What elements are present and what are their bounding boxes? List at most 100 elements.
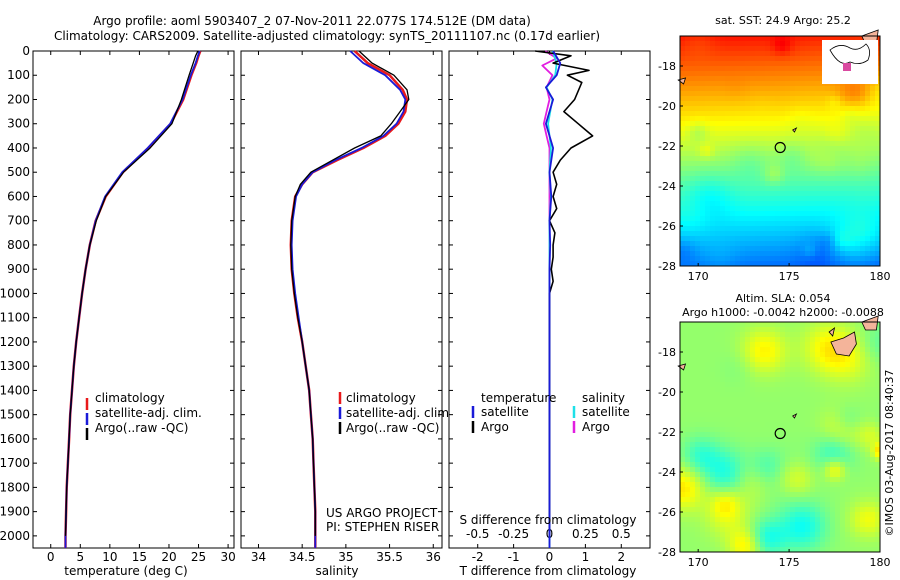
- heatmap-cell: [710, 497, 716, 503]
- heatmap-cell: [765, 487, 771, 493]
- heatmap-cell: [710, 477, 716, 483]
- heatmap-cell: [795, 161, 801, 167]
- heatmap-cell: [695, 432, 701, 438]
- heatmap-cell: [830, 547, 836, 553]
- heatmap-cell: [765, 171, 771, 177]
- heatmap-cell: [695, 206, 701, 212]
- heatmap-cell: [730, 261, 736, 267]
- heatmap-cell: [830, 246, 836, 252]
- heatmap-cell: [815, 547, 821, 553]
- heatmap-cell: [780, 372, 786, 378]
- heatmap-cell: [695, 542, 701, 548]
- heatmap-cell: [720, 407, 726, 413]
- heatmap-cell: [740, 422, 746, 428]
- heatmap-cell: [850, 522, 856, 528]
- heatmap-cell: [740, 106, 746, 112]
- heatmap-cell: [755, 91, 761, 97]
- heatmap-cell: [800, 226, 806, 232]
- heatmap-cell: [820, 151, 826, 157]
- heatmap-cell: [835, 547, 841, 553]
- heatmap-cell: [775, 46, 781, 52]
- heatmap-cell: [875, 101, 881, 107]
- heatmap-cell: [695, 186, 701, 192]
- heatmap-cell: [730, 121, 736, 127]
- heatmap-cell: [730, 221, 736, 227]
- heatmap-cell: [750, 362, 756, 368]
- heatmap-cell: [750, 342, 756, 348]
- heatmap-cell: [775, 51, 781, 57]
- heatmap-cell: [835, 457, 841, 463]
- heatmap-cell: [800, 417, 806, 423]
- heatmap-cell: [700, 106, 706, 112]
- heatmap-cell: [690, 191, 696, 197]
- heatmap-cell: [760, 161, 766, 167]
- heatmap-cell: [810, 261, 816, 267]
- heatmap-cell: [710, 417, 716, 423]
- map-y-tick-label: -24: [658, 466, 676, 479]
- heatmap-cell: [820, 121, 826, 127]
- heatmap-cell: [805, 362, 811, 368]
- heatmap-cell: [785, 392, 791, 398]
- heatmap-cell: [815, 477, 821, 483]
- heatmap-cell: [825, 161, 831, 167]
- heatmap-cell: [815, 342, 821, 348]
- heatmap-cell: [730, 41, 736, 47]
- heatmap-cell: [845, 332, 851, 338]
- heatmap-cell: [820, 467, 826, 473]
- heatmap-cell: [810, 226, 816, 232]
- heatmap-cell: [775, 121, 781, 127]
- heatmap-cell: [680, 407, 686, 413]
- heatmap-cell: [750, 412, 756, 418]
- heatmap-cell: [680, 487, 686, 493]
- title-line-2: Climatology: CARS2009. Satellite-adjuste…: [54, 29, 600, 43]
- heatmap-cell: [775, 327, 781, 333]
- heatmap-cell: [705, 216, 711, 222]
- heatmap-cell: [795, 191, 801, 197]
- heatmap-cell: [765, 342, 771, 348]
- heatmap-cell: [820, 427, 826, 433]
- heatmap-cell: [735, 367, 741, 373]
- heatmap-cell: [810, 452, 816, 458]
- heatmap-cell: [755, 46, 761, 52]
- heatmap-cell: [835, 407, 841, 413]
- map-x-tick-label: 175: [779, 270, 800, 283]
- heatmap-cell: [685, 337, 691, 343]
- heatmap-cell: [715, 537, 721, 543]
- heatmap-cell: [695, 131, 701, 137]
- heatmap-cell: [875, 36, 881, 42]
- heatmap-cell: [740, 497, 746, 503]
- heatmap-cell: [850, 377, 856, 383]
- heatmap-cell: [700, 121, 706, 127]
- heatmap-cell: [725, 507, 731, 513]
- heatmap-cell: [800, 151, 806, 157]
- heatmap-cell: [685, 412, 691, 418]
- heatmap-cell: [800, 427, 806, 433]
- heatmap-cell: [850, 151, 856, 157]
- heatmap-cell: [840, 447, 846, 453]
- heatmap-cell: [850, 357, 856, 363]
- heatmap-cell: [760, 226, 766, 232]
- heatmap-cell: [755, 432, 761, 438]
- heatmap-cell: [795, 126, 801, 132]
- heatmap-cell: [825, 337, 831, 343]
- heatmap-cell: [795, 457, 801, 463]
- heatmap-cell: [730, 322, 736, 328]
- heatmap-cell: [770, 472, 776, 478]
- heatmap-cell: [790, 422, 796, 428]
- heatmap-cell: [755, 322, 761, 328]
- heatmap-cell: [745, 402, 751, 408]
- heatmap-cell: [695, 176, 701, 182]
- heatmap-cell: [830, 211, 836, 217]
- heatmap-cell: [870, 497, 876, 503]
- heatmap-cell: [735, 362, 741, 368]
- heatmap-cell: [760, 231, 766, 237]
- heatmap-cell: [860, 211, 866, 217]
- heatmap-cell: [795, 427, 801, 433]
- heatmap-cell: [715, 201, 721, 207]
- heatmap-cell: [730, 136, 736, 142]
- heatmap-cell: [705, 46, 711, 52]
- heatmap-cell: [815, 497, 821, 503]
- map-y-tick-label: -18: [658, 60, 676, 73]
- heatmap-cell: [855, 372, 861, 378]
- heatmap-cell: [750, 106, 756, 112]
